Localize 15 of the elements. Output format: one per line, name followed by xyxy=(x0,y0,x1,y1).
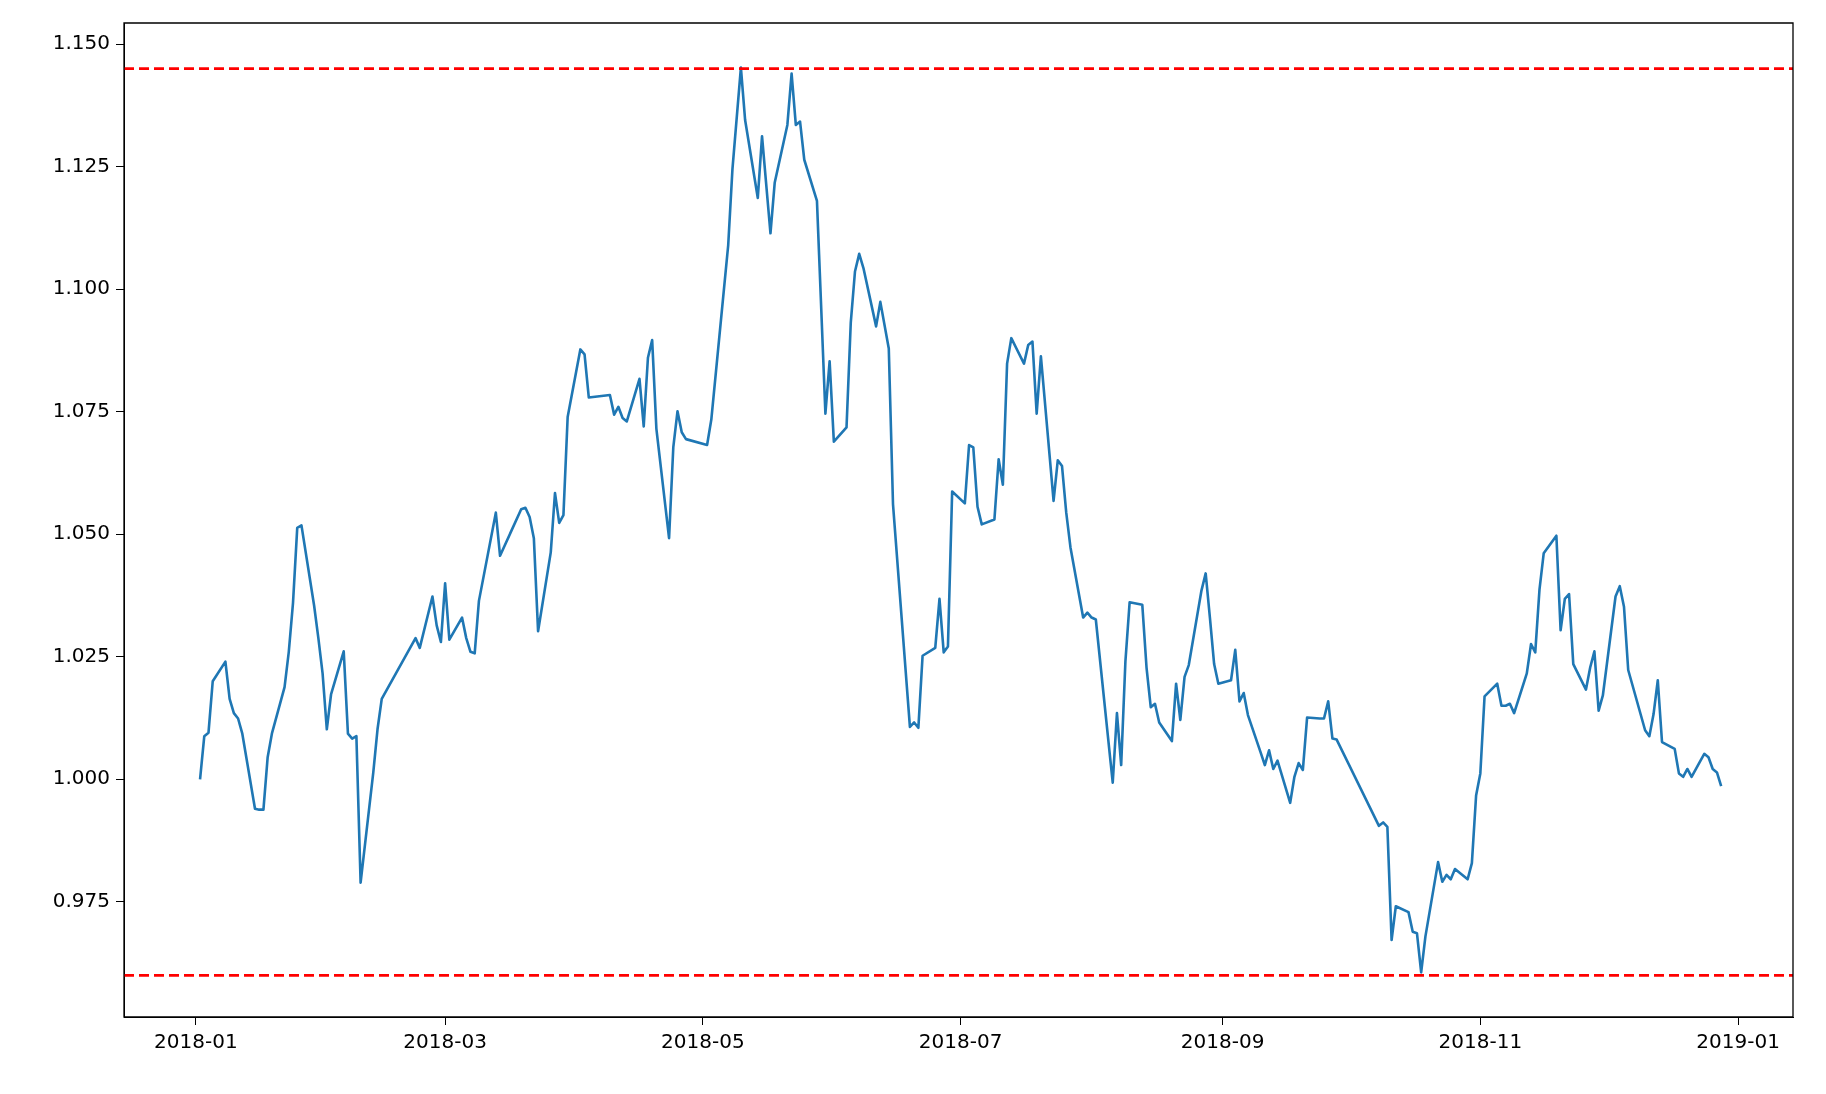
x-tick-label: 2018-07 xyxy=(918,1029,1003,1054)
x-tick-label: 2018-11 xyxy=(1438,1029,1523,1054)
x-tick-label: 2018-03 xyxy=(403,1029,487,1054)
x-tick-label: 2018-01 xyxy=(154,1029,238,1054)
y-tick-label: 1.025 xyxy=(52,642,110,667)
y-tick-label: 1.150 xyxy=(52,30,110,55)
x-tick-label: 2019-01 xyxy=(1696,1029,1780,1054)
y-tick-label: 1.050 xyxy=(52,520,110,545)
y-tick-label: 1.075 xyxy=(52,397,110,422)
y-tick-label: 1.125 xyxy=(52,152,110,177)
y-tick-label: 0.975 xyxy=(52,888,110,913)
x-tick-label: 2018-05 xyxy=(661,1029,745,1054)
y-tick-label: 1.000 xyxy=(52,765,110,790)
x-tick-label: 2018-09 xyxy=(1180,1029,1265,1054)
y-tick-label: 1.100 xyxy=(52,275,110,300)
